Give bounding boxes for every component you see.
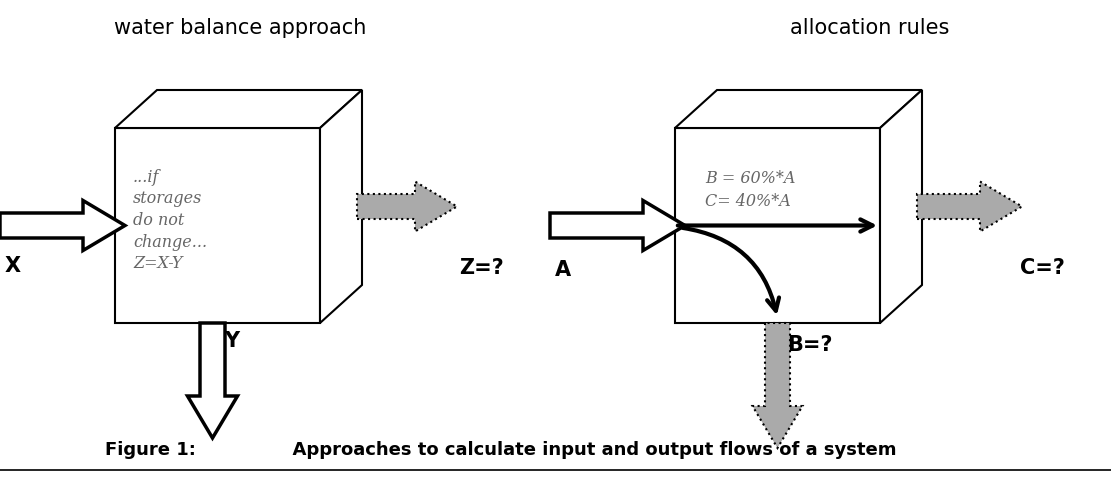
Polygon shape <box>675 90 922 128</box>
Text: B = 60%*A
C= 40%*A: B = 60%*A C= 40%*A <box>705 171 795 210</box>
Text: Y: Y <box>224 331 240 351</box>
Polygon shape <box>550 200 685 250</box>
Text: Figure 1:: Figure 1: <box>106 441 196 459</box>
Text: C=?: C=? <box>1020 259 1064 279</box>
Text: Z=?: Z=? <box>459 259 503 279</box>
Text: B=?: B=? <box>788 335 833 355</box>
Polygon shape <box>188 323 238 438</box>
Polygon shape <box>752 323 802 448</box>
Polygon shape <box>116 90 362 128</box>
Text: A: A <box>556 261 571 281</box>
Polygon shape <box>0 200 126 250</box>
Polygon shape <box>320 90 362 323</box>
Polygon shape <box>675 128 880 323</box>
Text: X: X <box>6 256 21 275</box>
Text: allocation rules: allocation rules <box>790 18 950 38</box>
Polygon shape <box>116 128 320 323</box>
Text: water balance approach: water balance approach <box>113 18 367 38</box>
Polygon shape <box>917 182 1022 231</box>
Polygon shape <box>357 182 457 231</box>
Text: ...if
storages
do not
change...
Z=X-Y: ...if storages do not change... Z=X-Y <box>133 169 207 272</box>
Text: Approaches to calculate input and output flows of a system: Approaches to calculate input and output… <box>256 441 897 459</box>
Polygon shape <box>880 90 922 323</box>
